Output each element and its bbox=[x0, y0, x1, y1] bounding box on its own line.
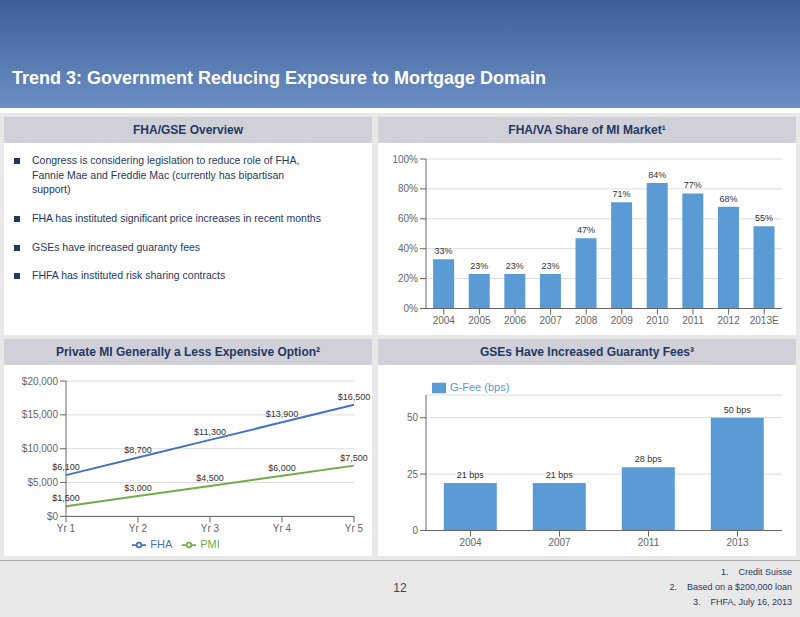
html-text:FHA/GSE Overview: FHA/GSE Overview bbox=[133, 123, 243, 137]
svg-text:2005: 2005 bbox=[468, 315, 491, 326]
html-text:Congress is considering legisl: Congress is considering legislation to r… bbox=[32, 154, 300, 196]
svg-text:$10,000: $10,000 bbox=[22, 443, 59, 454]
svg-text:20%: 20% bbox=[398, 273, 418, 284]
svg-text:$7,500: $7,500 bbox=[340, 452, 368, 462]
svg-text:$11,300: $11,300 bbox=[194, 426, 226, 436]
html-text:FHFA has instituted risk shari: FHFA has instituted risk sharing contrac… bbox=[32, 269, 226, 282]
svg-text:77%: 77% bbox=[684, 180, 702, 190]
svg-text:71%: 71% bbox=[613, 189, 631, 199]
svg-text:80%: 80% bbox=[398, 183, 418, 194]
svg-text:2007: 2007 bbox=[539, 315, 562, 326]
svg-text:60%: 60% bbox=[398, 213, 418, 224]
html-text:FHA/VA Share of MI Market¹: FHA/VA Share of MI Market¹ bbox=[508, 123, 666, 137]
svg-text:68%: 68% bbox=[719, 194, 737, 204]
svg-text:Yr 1: Yr 1 bbox=[57, 522, 76, 533]
html-text:3. FHFA, July 16, 2013: 3. FHFA, July 16, 2013 bbox=[692, 597, 792, 607]
html-text:Private MI Generally a Less Ex: Private MI Generally a Less Expensive Op… bbox=[55, 344, 320, 359]
html-text:GSEs have increased guaranty f: GSEs have increased guaranty fees bbox=[32, 240, 201, 253]
svg-text:84%: 84% bbox=[648, 170, 666, 180]
svg-text:23%: 23% bbox=[506, 261, 524, 271]
svg-text:Yr 3: Yr 3 bbox=[201, 522, 220, 533]
svg-text:Yr 2: Yr 2 bbox=[129, 522, 148, 533]
svg-text:2006: 2006 bbox=[504, 315, 527, 326]
svg-text:$1,500: $1,500 bbox=[52, 493, 80, 503]
svg-text:$15,000: $15,000 bbox=[22, 409, 59, 420]
svg-text:2007: 2007 bbox=[548, 536, 571, 547]
svg-text:$8,700: $8,700 bbox=[124, 444, 152, 454]
html-text:1. Credit Suisse: 1. Credit Suisse bbox=[721, 567, 792, 577]
svg-text:28 bps: 28 bps bbox=[635, 454, 663, 464]
svg-text:2011: 2011 bbox=[682, 315, 704, 326]
svg-text:21 bps: 21 bps bbox=[546, 470, 574, 480]
svg-text:100%: 100% bbox=[392, 154, 418, 165]
html-text:12: 12 bbox=[393, 581, 407, 595]
svg-text:2004: 2004 bbox=[459, 536, 482, 547]
svg-text:25: 25 bbox=[407, 468, 419, 479]
svg-text:2009: 2009 bbox=[611, 315, 634, 326]
svg-text:$16,500: $16,500 bbox=[338, 391, 371, 401]
svg-text:40%: 40% bbox=[398, 243, 418, 254]
html-text:GSEs Have Increased Guaranty F: GSEs Have Increased Guaranty Fees³ bbox=[479, 344, 694, 359]
html-text:PMI: PMI bbox=[200, 537, 220, 550]
svg-text:0%: 0% bbox=[404, 303, 419, 314]
html-text:Trend 3: Government Reducing E: Trend 3: Government Reducing Exposure to… bbox=[12, 68, 547, 88]
svg-text:2011: 2011 bbox=[638, 536, 660, 547]
svg-text:$5,000: $5,000 bbox=[27, 477, 58, 488]
svg-text:2004: 2004 bbox=[433, 315, 456, 326]
svg-text:50 bps: 50 bps bbox=[724, 404, 752, 414]
svg-text:0: 0 bbox=[412, 525, 418, 536]
html-text:2. Based on a $200,000 loan: 2. Based on a $200,000 loan bbox=[669, 582, 792, 592]
svg-text:2012: 2012 bbox=[717, 315, 740, 326]
svg-text:2013: 2013 bbox=[726, 536, 749, 547]
svg-text:$3,000: $3,000 bbox=[124, 483, 152, 493]
svg-text:$0: $0 bbox=[47, 510, 59, 521]
svg-text:23%: 23% bbox=[541, 261, 559, 271]
svg-text:Yr 5: Yr 5 bbox=[345, 522, 364, 533]
html-text:FHA: FHA bbox=[150, 537, 173, 550]
svg-text:$13,900: $13,900 bbox=[266, 409, 299, 419]
svg-text:$20,000: $20,000 bbox=[22, 375, 59, 386]
svg-text:50: 50 bbox=[407, 412, 419, 423]
svg-text:55%: 55% bbox=[755, 213, 773, 223]
svg-text:$6,100: $6,100 bbox=[52, 462, 80, 472]
svg-text:$4,500: $4,500 bbox=[196, 472, 224, 482]
svg-text:$6,000: $6,000 bbox=[268, 462, 296, 472]
svg-text:33%: 33% bbox=[435, 246, 453, 256]
html-text:G-Fee (bps): G-Fee (bps) bbox=[450, 380, 510, 393]
svg-text:Yr 4: Yr 4 bbox=[273, 522, 292, 533]
svg-text:21 bps: 21 bps bbox=[457, 470, 485, 480]
svg-text:23%: 23% bbox=[470, 261, 488, 271]
svg-text:47%: 47% bbox=[577, 225, 595, 235]
svg-text:2008: 2008 bbox=[575, 315, 598, 326]
svg-text:2013E: 2013E bbox=[750, 315, 779, 326]
html-text:FHA has instituted significant: FHA has instituted significant price inc… bbox=[32, 212, 321, 225]
svg-text:2010: 2010 bbox=[646, 315, 669, 326]
